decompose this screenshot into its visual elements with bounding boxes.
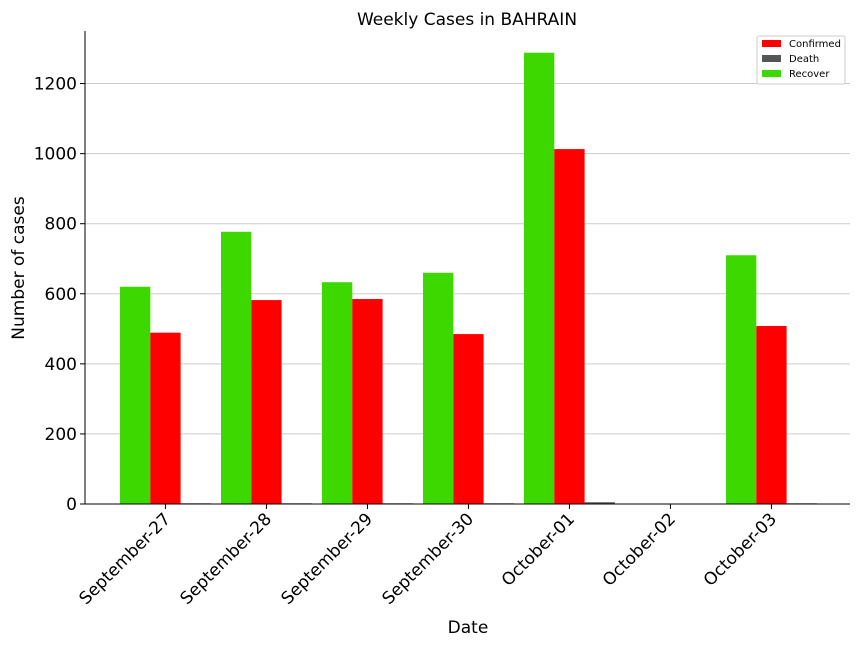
x-tick-label: September-27 <box>76 509 175 608</box>
y-axis-label: Number of cases <box>9 196 29 340</box>
bar-confirmed <box>756 326 787 504</box>
bar-recover <box>120 286 151 504</box>
chart-title: Weekly Cases in BAHRAIN <box>357 10 577 30</box>
y-tick-label: 1200 <box>34 75 77 95</box>
y-tick-label: 0 <box>66 495 77 515</box>
bars <box>120 52 817 505</box>
bar-confirmed <box>352 299 383 504</box>
bar-death <box>584 502 615 504</box>
bar-recover <box>322 282 353 504</box>
legend-swatch-death <box>762 55 781 62</box>
x-axis-label: Date <box>448 618 489 638</box>
x-ticks: September-27 September-28 September-29 Sept… <box>76 504 781 609</box>
y-tick-label: 1000 <box>34 145 77 165</box>
bar-recover <box>221 231 252 505</box>
legend-label: Confirmed <box>789 39 841 50</box>
grid <box>85 83 850 435</box>
legend-label: Death <box>789 54 819 65</box>
y-tick-label: 200 <box>45 425 77 445</box>
x-tick-label: September-29 <box>278 509 377 608</box>
bar-recover <box>423 272 454 504</box>
legend-swatch-recover <box>762 70 781 77</box>
legend-swatch-confirmed <box>762 40 781 47</box>
legend-label: Recover <box>789 69 830 80</box>
bar-confirmed <box>453 334 484 504</box>
bar-confirmed <box>251 300 282 504</box>
y-tick-label: 600 <box>45 285 77 305</box>
x-tick-label: September-28 <box>177 509 276 608</box>
x-tick-label: October-02 <box>599 509 680 590</box>
x-tick-label: September-30 <box>379 509 478 608</box>
y-ticks: 0 200 400 600 800 1000 1200 <box>34 75 85 515</box>
x-tick-label: October-03 <box>700 509 781 590</box>
bar-confirmed <box>150 332 181 504</box>
bar-recover <box>726 255 757 504</box>
bar-confirmed <box>554 149 585 504</box>
y-tick-label: 400 <box>45 355 77 375</box>
legend: Confirmed Death Recover <box>756 35 846 85</box>
y-tick-label: 800 <box>45 215 77 235</box>
bar-recover <box>524 52 555 504</box>
x-tick-label: October-01 <box>498 509 579 590</box>
